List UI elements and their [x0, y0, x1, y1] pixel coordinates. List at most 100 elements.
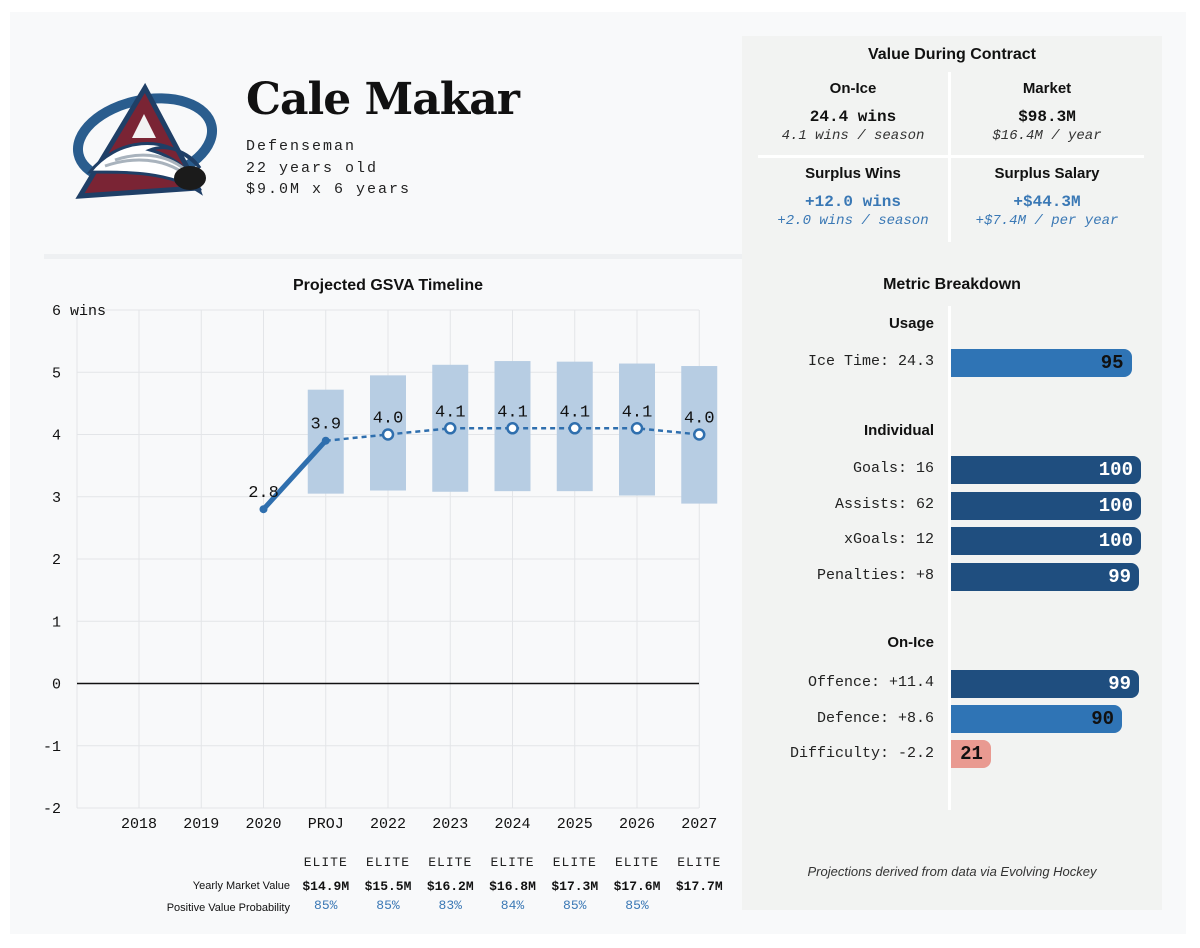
metric-bar-goals: 100: [951, 456, 1141, 484]
surplus-salary-header: Surplus Salary: [994, 165, 1100, 182]
on-ice-sub: 4.1 wins / season: [781, 128, 925, 144]
y-tick-label: 5: [52, 365, 61, 382]
x-tick-label: 2024: [494, 816, 530, 833]
player-age: 22 years old: [246, 160, 379, 177]
y-tick-label: 1: [52, 614, 61, 631]
metric-axis-line: [948, 306, 951, 810]
market-value: $16.2M: [426, 879, 474, 894]
tier-label: ELITE: [428, 855, 473, 870]
market-value: $17.6M: [613, 879, 661, 894]
surplus-wins-main: +12.0 wins: [804, 193, 901, 211]
value-grid-hline: [758, 155, 1144, 158]
y-unit-label: wins: [70, 303, 106, 320]
positive-prob: 85%: [563, 898, 587, 913]
player-contract: $9.0M x 6 years: [246, 181, 412, 198]
positive-prob: 85%: [376, 898, 400, 913]
metric-label-goals: Goals: 16: [852, 460, 934, 477]
projected-point: [568, 422, 581, 435]
metric-label-difficulty: Difficulty: -2.2: [789, 745, 934, 762]
metric-label-penalties: Penalties: +8: [816, 567, 934, 584]
tier-label: ELITE: [490, 855, 535, 870]
market-main: $98.3M: [1018, 108, 1076, 126]
projected-point: [693, 428, 706, 441]
metric-group-on-ice: On-Ice: [887, 634, 934, 651]
x-tick-label: 2027: [681, 816, 717, 833]
market-value: $15.5M: [364, 879, 412, 894]
positive-prob: 85%: [314, 898, 338, 913]
projected-data-label: 4.1: [559, 403, 590, 422]
metric-label-defence: Defence: +8.6: [816, 710, 934, 727]
market-row-label: Yearly Market Value: [192, 880, 290, 892]
tier-label: ELITE: [614, 855, 659, 870]
market-value: $16.8M: [489, 879, 536, 894]
x-tick-label: 2018: [121, 816, 157, 833]
on-ice-header: On-Ice: [829, 80, 877, 97]
surplus-salary-sub: +$7.4M / per year: [975, 213, 1119, 229]
tier-label: ELITE: [552, 855, 597, 870]
market-header: Market: [1022, 80, 1072, 97]
footnote: Projections derived from data via Evolvi…: [807, 864, 1097, 879]
x-tick-label: 2020: [245, 816, 281, 833]
y-tick-label: 0: [52, 677, 61, 694]
positive-prob: 84%: [500, 898, 525, 913]
metric-panel-title: Metric Breakdown: [883, 276, 1021, 293]
x-tick-label: 2025: [557, 816, 593, 833]
metric-bar-defence: 90: [951, 705, 1122, 733]
metric-bar-xgoals: 100: [951, 527, 1141, 555]
projected-data-label: 4.0: [373, 410, 404, 429]
actual-line: [261, 438, 329, 512]
player-position: Defenseman: [246, 138, 357, 155]
metric-label-assists: Assists: 62: [834, 496, 934, 513]
x-tick-label: 2023: [432, 816, 468, 833]
x-tick-label: 2022: [370, 816, 406, 833]
metric-bar-assists: 100: [951, 492, 1141, 520]
metric-bar-difficulty: 21: [951, 740, 991, 768]
metric-bar-penalties: 99: [951, 563, 1140, 591]
surplus-wins-sub: +2.0 wins / season: [777, 213, 929, 229]
surplus-salary-main: +$44.3M: [1013, 193, 1081, 211]
x-tick-label: 2019: [183, 816, 219, 833]
surplus-wins-header: Surplus Wins: [805, 165, 901, 182]
player-name: Cale Makar: [246, 74, 520, 125]
chart-title: Projected GSVA Timeline: [293, 277, 483, 294]
x-tick-label: PROJ: [308, 816, 344, 833]
metric-label-xgoals: xGoals: 12: [843, 531, 934, 548]
metric-bar-offence: 99: [951, 670, 1140, 698]
tier-label: ELITE: [365, 855, 410, 870]
y-tick-label: 3: [52, 490, 61, 507]
metric-label-ice-time: Ice Time: 24.3: [807, 353, 934, 370]
metric-label-offence: Offence: +11.4: [807, 674, 934, 691]
projected-point: [381, 428, 395, 441]
gsva-chart: -2 -1 0 1 2 3 4 5 6 wins 2018 2019 2020 PROJ 2022 2023 2…: [43, 303, 717, 833]
projected-data-label: 4.1: [622, 403, 653, 422]
metric-group-usage: Usage: [888, 315, 934, 332]
y-tick-label: -1: [43, 739, 61, 756]
x-tick-label: 2026: [619, 816, 655, 833]
projected-point: [444, 422, 457, 435]
metric-bar-ice-time: 95: [951, 349, 1132, 377]
y-tick-label: -2: [43, 801, 61, 818]
header-divider: [44, 254, 744, 259]
projected-data-label: 4.1: [435, 403, 466, 422]
market-sub: $16.4M / year: [992, 128, 1102, 144]
projected-data-label: 4.0: [684, 410, 715, 429]
positive-prob: 83%: [438, 898, 462, 913]
positive-prob: 85%: [625, 898, 649, 913]
on-ice-main: 24.4 wins: [809, 108, 897, 126]
prob-row-label: Positive Value Probability: [166, 902, 290, 914]
actual-data-label: 2.8: [248, 484, 279, 503]
team-logo-icon: [72, 82, 218, 199]
projected-data-label: 4.1: [497, 403, 528, 422]
y-tick-label: 6: [52, 303, 61, 320]
market-value: $14.9M: [302, 879, 350, 894]
metric-group-individual: Individual: [863, 422, 934, 439]
value-panel-title: Value During Contract: [867, 46, 1037, 63]
actual-data-label: 3.9: [310, 416, 341, 435]
projected-point: [506, 422, 519, 435]
y-tick-label: 4: [52, 428, 61, 445]
projected-point: [630, 422, 644, 435]
market-value: $17.7M: [675, 879, 723, 894]
actual-point: [259, 505, 268, 514]
tier-label: ELITE: [303, 855, 348, 870]
y-tick-label: 2: [52, 552, 61, 569]
